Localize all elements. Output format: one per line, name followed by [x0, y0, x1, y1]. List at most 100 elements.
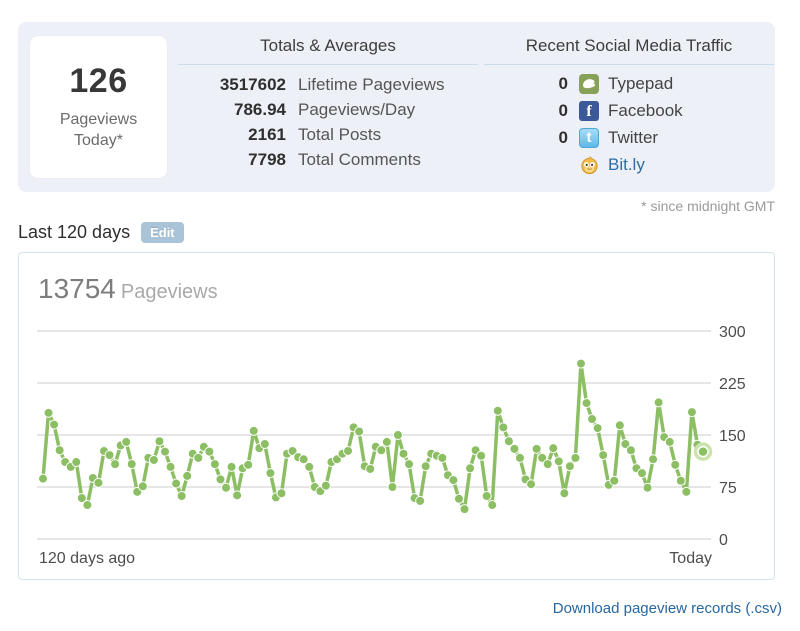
- chart-point: [564, 461, 575, 472]
- chart-point: [171, 478, 182, 489]
- social-rows: 0 Typepad 0 f Facebook 0 t Tw: [484, 70, 774, 178]
- y-axis-tick-label: 0: [719, 532, 728, 549]
- chart-point: [592, 423, 603, 434]
- twitter-count: 0: [558, 127, 568, 147]
- chart-point: [636, 468, 647, 479]
- y-axis-tick-label: 225: [719, 376, 746, 393]
- chart-point: [287, 445, 298, 456]
- pageviews-per-day-label: Pageviews/Day: [298, 99, 416, 119]
- chart-total-unit: Pageviews: [120, 281, 218, 303]
- twitter-label: Twitter: [608, 127, 659, 147]
- chart-point: [154, 436, 165, 447]
- chart-point: [598, 450, 609, 461]
- chart-point: [259, 439, 270, 450]
- chart-point: [625, 445, 636, 456]
- pageviews-today-panel: 126 Pageviews Today*: [30, 36, 167, 178]
- download-csv-link[interactable]: Download pageview records (.csv): [552, 600, 782, 617]
- chart-point: [453, 493, 464, 504]
- chart-point: [176, 491, 187, 502]
- pageviews-per-day-value: 786.94: [234, 99, 286, 119]
- chart-point: [243, 459, 254, 470]
- chart-title: 13754 Pageviews: [38, 273, 218, 305]
- chart-point: [509, 443, 520, 454]
- chart-point: [215, 474, 226, 485]
- y-axis-tick-label: 75: [719, 480, 737, 497]
- chart-point: [614, 420, 625, 431]
- y-axis-tick-label: 300: [719, 324, 746, 341]
- total-posts-value: 2161: [248, 124, 286, 144]
- chart-point: [398, 448, 409, 459]
- chart-point: [93, 477, 104, 488]
- edit-period-button[interactable]: Edit: [141, 222, 184, 243]
- x-axis-right-label: Today: [669, 550, 712, 567]
- chart-point: [492, 405, 503, 416]
- chart-point: [165, 461, 176, 472]
- chart-point: [487, 500, 498, 511]
- chart-point: [104, 450, 115, 461]
- chart-point: [376, 445, 387, 456]
- period-heading: Last 120 days Edit: [18, 222, 184, 243]
- summary-card: 126 Pageviews Today* Totals & Averages 3…: [18, 22, 775, 192]
- chart-point: [209, 459, 220, 470]
- chart-point: [38, 473, 48, 484]
- chart-point: [121, 436, 132, 447]
- chart-point: [664, 436, 675, 447]
- chart-point: [137, 481, 148, 492]
- chart-point: [265, 468, 276, 479]
- chart-point: [476, 450, 487, 461]
- total-comments-value: 7798: [248, 149, 286, 169]
- chart-point: [110, 459, 121, 470]
- social-traffic-header: Recent Social Media Traffic: [484, 36, 774, 65]
- chart-point: [304, 461, 315, 472]
- stat-row: 2161 Total Posts: [178, 122, 478, 147]
- chart-point: [642, 482, 653, 493]
- chart-point: [537, 452, 548, 463]
- stat-row: 3517602 Lifetime Pageviews: [178, 72, 478, 97]
- chart-point: [448, 475, 459, 486]
- typepad-count: 0: [558, 73, 568, 93]
- chart-point: [437, 452, 448, 463]
- chart-point: [503, 436, 514, 447]
- chart-point: [553, 456, 564, 467]
- chart-point: [648, 454, 659, 465]
- since-midnight-footnote: * since midnight GMT: [641, 198, 775, 214]
- chart-point: [609, 475, 620, 486]
- pageviews-chart-card: 13754 Pageviews 0 75 150 225 300 120 days ago…: [18, 252, 775, 580]
- chart-point: [420, 461, 431, 472]
- chart-point: [354, 426, 365, 437]
- chart-point: [76, 493, 87, 504]
- chart-point: [43, 407, 54, 418]
- chart-point: [160, 446, 171, 457]
- totals-header: Totals & Averages: [178, 36, 478, 65]
- pageviews-chart: 0 75 150 225 300: [37, 324, 746, 549]
- social-row-twitter: 0 t Twitter: [484, 124, 774, 151]
- chart-point: [82, 500, 93, 511]
- chart-point: [392, 430, 403, 440]
- chart-point: [343, 445, 354, 456]
- facebook-count: 0: [558, 100, 568, 120]
- typepad-label: Typepad: [608, 73, 674, 93]
- pageviews-today-label: Pageviews: [59, 111, 138, 128]
- total-posts-label: Total Posts: [298, 124, 382, 144]
- chart-point: [248, 425, 259, 436]
- chart-point: [415, 495, 426, 506]
- chart-point: [686, 407, 697, 418]
- bitly-link[interactable]: Bit.ly: [608, 154, 645, 174]
- chart-point: [570, 452, 581, 463]
- total-comments-label: Total Comments: [298, 149, 421, 169]
- chart-point: [54, 445, 65, 456]
- totals-rows: 3517602 Lifetime Pageviews 786.94 Pagevi…: [178, 72, 478, 172]
- x-axis-left-label: 120 days ago: [39, 550, 136, 567]
- chart-point: [320, 480, 331, 491]
- chart-point: [387, 482, 398, 492]
- lifetime-pageviews-label: Lifetime Pageviews: [298, 74, 445, 94]
- bitly-icon: [579, 155, 599, 175]
- chart-point: [459, 504, 470, 515]
- chart-point: [581, 398, 592, 409]
- chart-point: [548, 443, 559, 454]
- chart-point: [126, 459, 137, 470]
- chart-point: [465, 463, 476, 474]
- chart-point: [531, 443, 542, 454]
- chart-point: [675, 475, 686, 486]
